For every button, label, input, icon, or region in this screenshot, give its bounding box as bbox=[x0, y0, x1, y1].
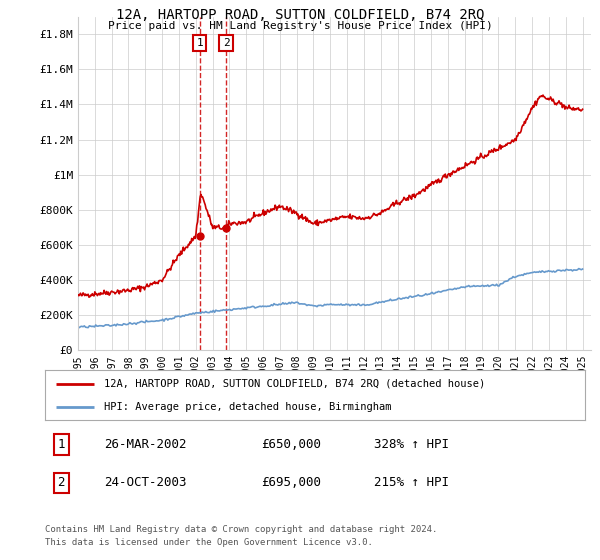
Text: HPI: Average price, detached house, Birmingham: HPI: Average price, detached house, Birm… bbox=[104, 403, 392, 412]
Text: 1: 1 bbox=[196, 38, 203, 48]
Text: Contains HM Land Registry data © Crown copyright and database right 2024.: Contains HM Land Registry data © Crown c… bbox=[45, 525, 437, 534]
Text: This data is licensed under the Open Government Licence v3.0.: This data is licensed under the Open Gov… bbox=[45, 538, 373, 547]
Text: 215% ↑ HPI: 215% ↑ HPI bbox=[374, 477, 449, 489]
Text: £650,000: £650,000 bbox=[261, 438, 321, 451]
Text: 1: 1 bbox=[58, 438, 65, 451]
Text: 2: 2 bbox=[58, 477, 65, 489]
Text: 24-OCT-2003: 24-OCT-2003 bbox=[104, 477, 187, 489]
Text: £695,000: £695,000 bbox=[261, 477, 321, 489]
Text: 2: 2 bbox=[223, 38, 230, 48]
Text: 26-MAR-2002: 26-MAR-2002 bbox=[104, 438, 187, 451]
Text: 12A, HARTOPP ROAD, SUTTON COLDFIELD, B74 2RQ (detached house): 12A, HARTOPP ROAD, SUTTON COLDFIELD, B74… bbox=[104, 379, 485, 389]
Text: 328% ↑ HPI: 328% ↑ HPI bbox=[374, 438, 449, 451]
Text: Price paid vs. HM Land Registry's House Price Index (HPI): Price paid vs. HM Land Registry's House … bbox=[107, 21, 493, 31]
Text: 12A, HARTOPP ROAD, SUTTON COLDFIELD, B74 2RQ: 12A, HARTOPP ROAD, SUTTON COLDFIELD, B74… bbox=[116, 8, 484, 22]
